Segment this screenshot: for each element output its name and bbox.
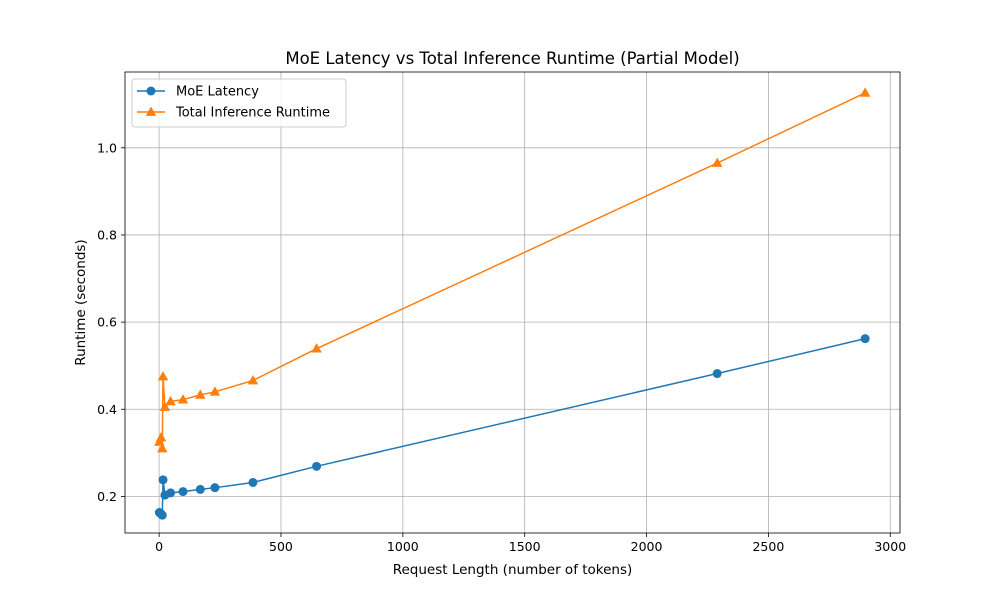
chart-title: MoE Latency vs Total Inference Runtime (… xyxy=(285,49,739,68)
x-tick-label: 0 xyxy=(155,539,163,554)
series-layer xyxy=(154,87,871,520)
x-tick-label: 3000 xyxy=(874,539,906,554)
data-point-total-inference-runtime xyxy=(711,157,723,167)
y-tick-label: 0.8 xyxy=(97,227,117,242)
y-tick-label: 1.0 xyxy=(97,140,117,155)
y-tick-label: 0.2 xyxy=(97,489,117,504)
data-point-moe-latency xyxy=(157,510,167,520)
data-point-moe-latency xyxy=(178,487,188,497)
x-tick-label: 500 xyxy=(269,539,293,554)
series-moe-latency xyxy=(154,334,870,520)
x-tick-label: 1000 xyxy=(387,539,419,554)
data-point-moe-latency xyxy=(860,334,870,344)
y-tick-label: 0.6 xyxy=(97,315,117,330)
data-point-moe-latency xyxy=(248,477,258,487)
legend-entries: MoE Latency Total Inference Runtime xyxy=(137,85,330,121)
legend-label-total-inference-runtime: Total Inference Runtime xyxy=(175,106,330,121)
data-point-moe-latency xyxy=(166,488,176,498)
data-point-total-inference-runtime xyxy=(159,401,171,411)
legend-box xyxy=(131,78,347,128)
plot-frame xyxy=(124,71,901,534)
grid xyxy=(125,72,900,533)
data-point-moe-latency xyxy=(712,369,722,379)
data-point-total-inference-runtime xyxy=(209,386,221,396)
legend: MoE Latency Total Inference Runtime xyxy=(131,78,347,128)
legend-marker-total-inference-runtime xyxy=(145,106,157,116)
data-point-total-inference-runtime xyxy=(177,394,189,404)
y-tick-label: 0.4 xyxy=(97,402,117,417)
x-axis-label: Request Length (number of tokens) xyxy=(393,562,633,578)
data-point-total-inference-runtime xyxy=(157,442,168,453)
y-axis-label: Runtime (seconds) xyxy=(73,239,89,365)
data-point-total-inference-runtime xyxy=(195,389,206,399)
data-point-moe-latency xyxy=(158,475,168,485)
legend-label-moe-latency: MoE Latency xyxy=(176,85,259,100)
data-point-total-inference-runtime xyxy=(247,374,259,385)
data-point-total-inference-runtime xyxy=(311,343,322,353)
data-point-total-inference-runtime xyxy=(155,432,167,442)
legend-marker-moe-latency xyxy=(146,86,156,96)
data-point-total-inference-runtime xyxy=(165,395,176,406)
data-point-total-inference-runtime xyxy=(859,87,871,97)
series-total-inference-runtime xyxy=(154,87,871,453)
x-tick-label: 2000 xyxy=(631,539,663,554)
x-tick-label: 2500 xyxy=(752,539,784,554)
data-point-moe-latency xyxy=(210,483,220,493)
data-point-moe-latency xyxy=(312,461,322,471)
x-axis: 0 500 1000 1500 2000 2500 3000 xyxy=(155,533,906,554)
y-axis: 0.2 0.4 0.6 0.8 1.0 xyxy=(97,140,125,504)
data-point-total-inference-runtime xyxy=(157,371,169,381)
data-point-moe-latency xyxy=(195,484,205,494)
plot-area xyxy=(125,72,900,533)
x-tick-label: 1500 xyxy=(509,539,541,554)
